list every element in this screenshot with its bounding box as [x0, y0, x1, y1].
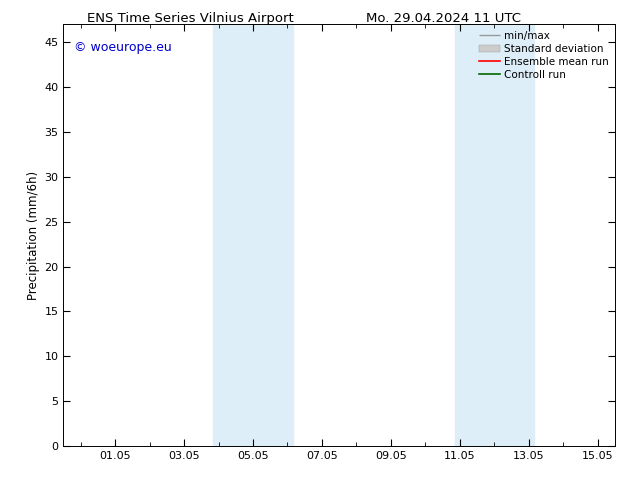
Text: © woeurope.eu: © woeurope.eu	[74, 41, 172, 54]
Bar	[214, 24, 293, 446]
Text: ENS Time Series Vilnius Airport: ENS Time Series Vilnius Airport	[87, 12, 294, 25]
Text: Mo. 29.04.2024 11 UTC: Mo. 29.04.2024 11 UTC	[366, 12, 521, 25]
Bar	[455, 24, 534, 446]
Legend: min/max, Standard deviation, Ensemble mean run, Controll run: min/max, Standard deviation, Ensemble me…	[475, 26, 613, 84]
Y-axis label: Precipitation (mm/6h): Precipitation (mm/6h)	[27, 171, 40, 300]
